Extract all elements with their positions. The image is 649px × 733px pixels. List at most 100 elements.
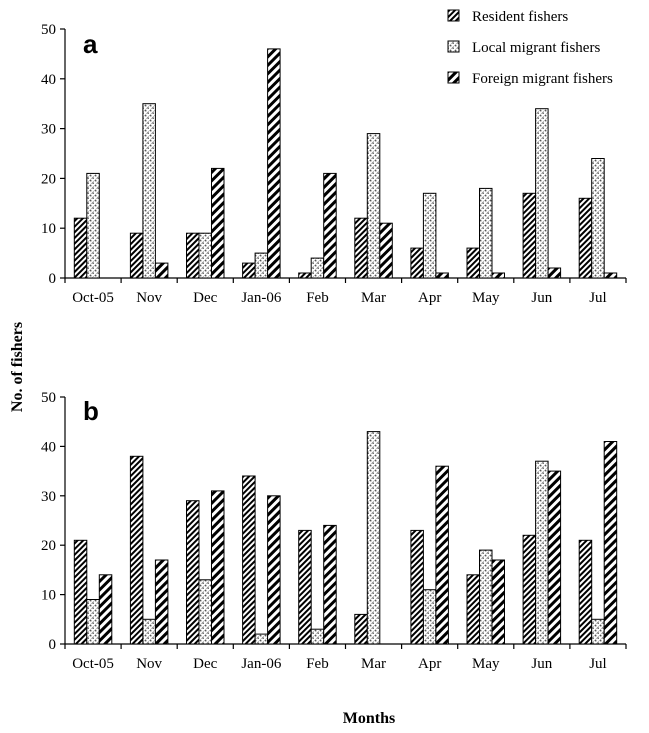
panel-a-x-tick-label: Jul: [589, 290, 607, 306]
panel-b-bar-resident: [410, 529, 424, 645]
panel-b-bar-foreign: [154, 559, 169, 645]
panel-b-bar-resident: [466, 574, 480, 645]
panel-b-bar-resident: [73, 539, 88, 645]
panel-b-bar-resident: [242, 475, 256, 645]
panel-b-bar-foreign: [547, 470, 562, 645]
panel-a-bar-resident: [578, 197, 593, 279]
panel-b-bar-local: [366, 431, 381, 645]
panel-b-bar-resident: [129, 455, 144, 645]
panel-a-bar-local: [591, 158, 605, 279]
panel-b-bar-foreign: [98, 574, 113, 645]
panel-a-bar-foreign: [267, 48, 281, 279]
legend-label-foreign: Foreign migrant fishers: [472, 71, 613, 87]
panel-b-bar-resident: [354, 613, 368, 645]
panel-a-bar-resident: [242, 262, 256, 279]
panel-b-bar-local: [479, 549, 493, 645]
panel-a-bar-resident: [522, 192, 537, 279]
panel-a-y-tick-label: 10: [41, 221, 56, 237]
panel-a-bar-local: [535, 108, 549, 279]
panel-b-bar-local: [591, 618, 605, 645]
panel-a-x-tick-label: Oct-05: [72, 290, 114, 306]
legend-swatch-local: [447, 40, 460, 53]
panel-b-x-tick-label: Jun: [531, 656, 552, 672]
panel-a-x-tick-label: Jun: [531, 290, 552, 306]
legend: Resident fishers Local migrant fishers F…: [447, 9, 613, 87]
panel-a-bar-resident: [354, 217, 368, 279]
panel-a-bar-local: [86, 172, 100, 279]
panel-a-label: a: [83, 29, 98, 59]
panel-b-label: b: [83, 396, 99, 426]
panel-b-bar-foreign: [323, 524, 337, 645]
panel-a-x-tick-label: Mar: [361, 290, 386, 306]
panel-b-x-tick-label: May: [472, 656, 500, 672]
panel-b-chart: b 0 10 20 30 40 50 Oct-05 Nov Dec Jan-06 Feb Mar Apr…: [41, 390, 627, 672]
panel-a-y-tick-label: 0: [49, 271, 57, 287]
panel-b-y-tick-label: 50: [41, 390, 56, 406]
legend-item-foreign: Foreign migrant fishers: [447, 71, 613, 87]
panel-a-bar-foreign: [323, 172, 337, 279]
panel-a-x-tick-label: May: [472, 290, 500, 306]
panel-a-x-tick-label: Feb: [306, 290, 329, 306]
panel-a-bar-foreign: [435, 272, 449, 279]
x-axis-title: Months: [343, 710, 395, 727]
panel-a-y-tick-label: 30: [41, 122, 56, 138]
panel-b-x-tick-label: Oct-05: [72, 656, 114, 672]
panel-b-bar-local: [310, 628, 325, 645]
panel-b-x-tick-label: Mar: [361, 656, 386, 672]
panel-b-x-tick-label: Feb: [306, 656, 329, 672]
legend-swatch-resident: [447, 9, 460, 22]
panel-b-y-tick-label: 40: [41, 439, 56, 455]
panel-b-x-tick-label: Nov: [136, 656, 162, 672]
panel-a-bar-local: [142, 103, 156, 279]
panel-b-y-tick-label: 0: [49, 637, 57, 653]
panel-a-bar-local: [479, 187, 493, 279]
panel-b-bar-local: [142, 618, 156, 645]
y-axis-title: No. of fishers: [9, 322, 26, 412]
panel-b-bar-foreign: [267, 495, 281, 645]
panel-b-bar-local: [198, 579, 212, 645]
panel-b-bar-foreign: [603, 441, 618, 645]
panel-a-bar-resident: [298, 272, 312, 279]
panel-a-bar-resident: [73, 217, 88, 279]
legend-item-resident: Resident fishers: [447, 9, 568, 25]
panel-a-bar-local: [422, 192, 437, 279]
panel-b-x-tick-label: Dec: [193, 656, 217, 672]
panel-a-bar-resident: [410, 247, 424, 279]
panel-a-x-tick-label: Jan-06: [241, 290, 281, 306]
panel-a-bar-resident: [186, 232, 200, 279]
panel-b-x-tick-label: Jul: [589, 656, 607, 672]
panel-b-y-tick-label: 10: [41, 588, 56, 604]
panel-b-y-tick-label: 20: [41, 538, 56, 554]
panel-b-x-tick-label: Jan-06: [241, 656, 281, 672]
panel-a-y-tick-label: 20: [41, 171, 56, 187]
panel-a-y-tick-label: 40: [41, 72, 56, 88]
panel-a-bar-local: [310, 257, 325, 279]
panel-b-bar-local: [535, 460, 549, 645]
panel-b-bar-resident: [578, 539, 593, 645]
panel-a-x-tick-label: Apr: [418, 290, 441, 306]
panel-b-bar-foreign: [211, 490, 225, 645]
legend-label-local: Local migrant fishers: [472, 40, 600, 56]
panel-b-x-tick-label: Apr: [418, 656, 441, 672]
panel-a-bar-foreign: [211, 167, 225, 279]
panel-a-bar-local: [254, 252, 269, 279]
panel-a-bar-foreign: [154, 262, 169, 279]
panel-a-x-tick-label: Nov: [136, 290, 162, 306]
panel-b-bar-foreign: [435, 465, 449, 645]
panel-b-y-tick-label: 30: [41, 489, 56, 505]
panel-b-bar-foreign: [491, 559, 505, 645]
panel-b-bar-resident: [522, 534, 537, 645]
panel-a-bar-foreign: [379, 222, 393, 279]
panel-a-bar-foreign: [603, 272, 618, 279]
panel-b-bar-local: [422, 589, 437, 645]
panel-a-x-tick-label: Dec: [193, 290, 217, 306]
legend-label-resident: Resident fishers: [472, 9, 568, 25]
panel-a-chart: a 0 10 20 30 40 50 Oct-05 Nov Dec Jan-06 Feb Mar Apr…: [41, 22, 627, 306]
panel-a-bar-resident: [129, 232, 144, 279]
panel-a-y-tick-label: 50: [41, 22, 56, 38]
legend-item-local: Local migrant fishers: [447, 40, 600, 56]
panel-b-bar-local: [254, 633, 269, 645]
panel-a-bar-foreign: [547, 267, 562, 279]
panel-b-bar-resident: [298, 529, 312, 645]
